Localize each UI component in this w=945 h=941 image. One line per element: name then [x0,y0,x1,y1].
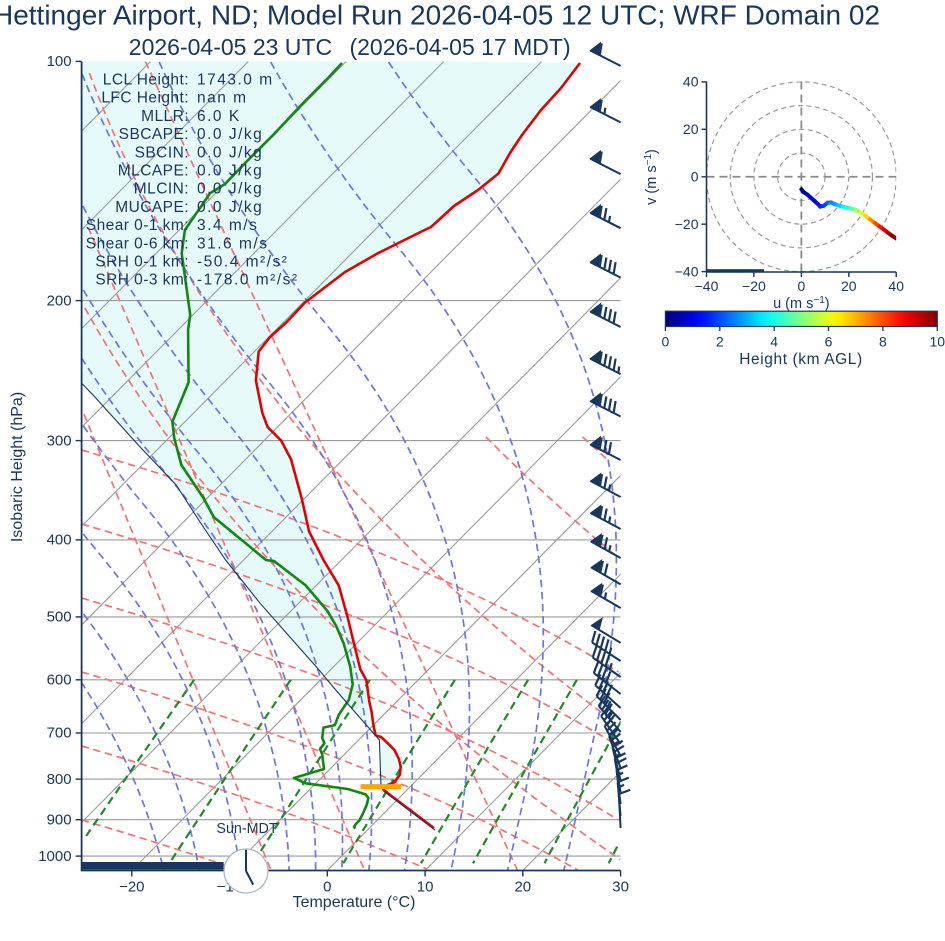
svg-text:10: 10 [417,879,434,896]
svg-text:0.0 J/kg: 0.0 J/kg [197,126,263,143]
svg-text:SBCIN:: SBCIN: [135,144,189,161]
svg-text:Isobaric Height (hPa): Isobaric Height (hPa) [9,392,26,542]
svg-text:20: 20 [683,121,699,137]
svg-text:30: 30 [612,879,629,896]
svg-text:Hettinger Airport, ND; Model R: Hettinger Airport, ND; Model Run 2026-04… [0,0,880,31]
svg-text:2: 2 [716,334,724,350]
svg-text:10: 10 [930,334,945,350]
svg-text:100: 100 [47,53,72,70]
svg-text:MLCAPE:: MLCAPE: [118,163,189,180]
svg-text:200: 200 [47,292,72,309]
svg-text:0: 0 [662,334,670,350]
svg-text:0: 0 [323,879,331,896]
svg-text:Temperature (°C): Temperature (°C) [293,894,416,911]
svg-text:SRH 0-3 km:: SRH 0-3 km: [95,272,189,289]
svg-text:6: 6 [825,334,833,350]
svg-text:31.6 m/s: 31.6 m/s [197,235,268,252]
svg-text:8: 8 [879,334,887,350]
svg-text:600: 600 [47,672,72,689]
svg-text:500: 500 [47,609,72,626]
svg-text:0: 0 [798,278,806,294]
svg-text:Shear 0-1 km:: Shear 0-1 km: [86,217,189,234]
svg-text:MUCAPE:: MUCAPE: [115,199,189,216]
svg-text:LFC Height:: LFC Height: [101,90,189,107]
svg-text:nan m: nan m [197,90,248,107]
svg-text:40: 40 [683,74,699,90]
svg-text:0.0 J/kg: 0.0 J/kg [197,199,263,216]
svg-text:LCL Height:: LCL Height: [103,72,189,89]
svg-text:MLCIN:: MLCIN: [134,181,189,198]
svg-text:6.0 K: 6.0 K [197,108,241,125]
svg-text:Shear 0-6 km:: Shear 0-6 km: [86,235,189,252]
svg-text:0.0 J/kg: 0.0 J/kg [197,163,263,180]
svg-text:0.0 J/kg: 0.0 J/kg [197,181,263,198]
svg-text:40: 40 [888,278,904,294]
svg-text:0: 0 [691,168,699,184]
svg-text:20: 20 [514,879,531,896]
svg-text:900: 900 [47,811,72,828]
svg-text:2026-04-05 23 UTC (2026-04-0: 2026-04-05 23 UTC (2026-04-05 17 MDT) [129,34,571,60]
svg-text:400: 400 [47,532,72,549]
svg-text:300: 300 [47,432,72,449]
svg-text:Height (km AGL): Height (km AGL) [739,351,863,368]
svg-text:−20: −20 [119,879,144,896]
svg-text:1000: 1000 [38,848,71,865]
svg-text:−20: −20 [742,278,766,294]
svg-text:−40: −40 [695,278,719,294]
svg-text:SRH 0-1 km:: SRH 0-1 km: [95,254,189,271]
svg-text:4: 4 [770,334,778,350]
svg-text:-50.4 m²/s²: -50.4 m²/s² [197,254,288,271]
svg-text:SBCAPE:: SBCAPE: [119,126,189,143]
svg-text:Sun-MDT: Sun-MDT [216,821,277,837]
svg-text:0.0 J/kg: 0.0 J/kg [197,144,263,161]
svg-text:3.4 m/s: 3.4 m/s [197,217,258,234]
svg-text:−20: −20 [675,216,699,232]
svg-text:−40: −40 [675,263,699,279]
svg-text:-178.0 m²/s²: -178.0 m²/s² [197,272,299,289]
svg-text:700: 700 [47,725,72,742]
svg-text:800: 800 [47,771,72,788]
svg-text:MLLR:: MLLR: [141,108,189,125]
svg-text:1743.0 m: 1743.0 m [197,72,274,89]
svg-text:20: 20 [841,278,857,294]
